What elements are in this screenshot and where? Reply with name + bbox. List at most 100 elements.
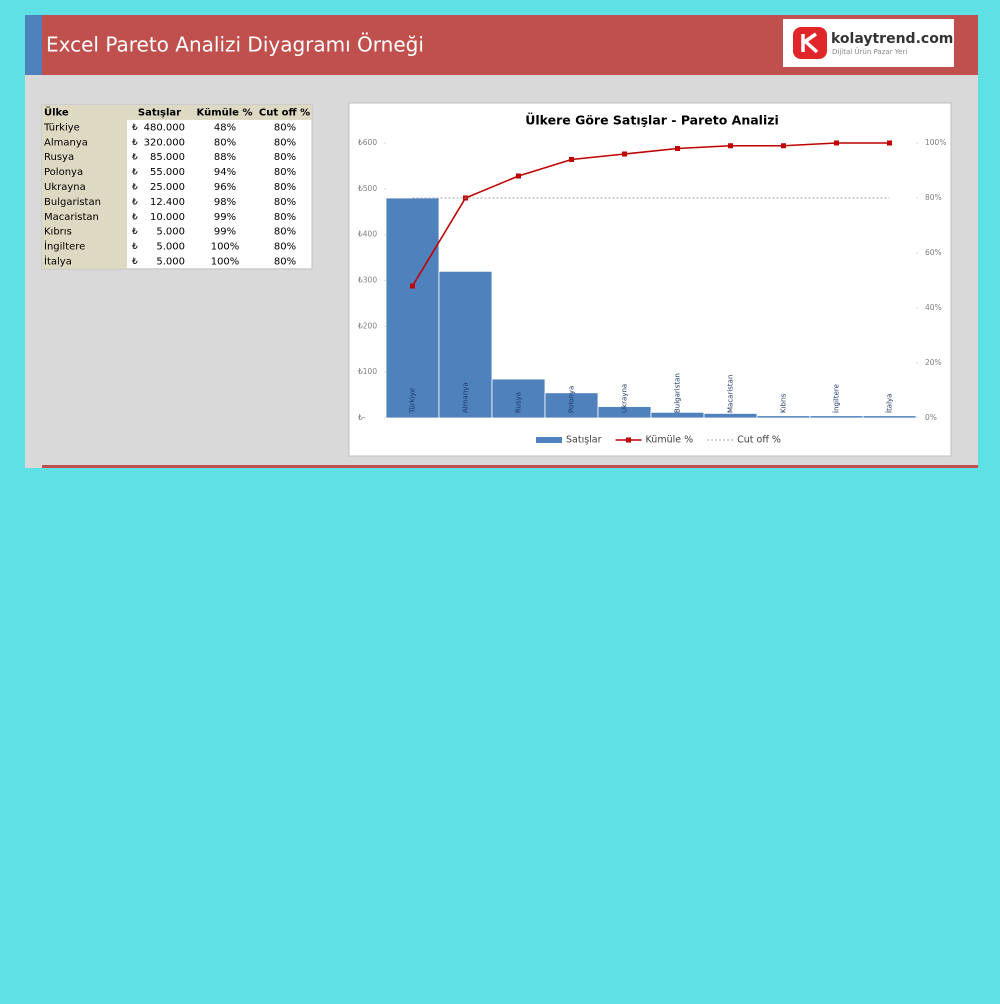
- x-tick-label: Kıbrıs: [780, 393, 788, 413]
- y-tick-label: ₺500: [358, 184, 377, 193]
- table-cell: ₺: [132, 257, 138, 267]
- table-cell: Polonya: [44, 167, 83, 178]
- marker: [410, 283, 415, 289]
- x-tick-label: Türkiye: [409, 388, 417, 414]
- marker: [675, 146, 680, 151]
- header-title: Excel Pareto Analizi Diyagramı Örneği: [46, 33, 424, 57]
- bar: [703, 413, 758, 419]
- table-cell: ₺: [132, 168, 138, 178]
- y-tick-label: ₺100: [358, 367, 377, 376]
- table-cell: 5.000: [156, 227, 185, 238]
- table-cell: 94%: [214, 167, 236, 178]
- table-cell: 12.400: [150, 197, 185, 208]
- table-cell: 80%: [274, 152, 296, 163]
- table-cell: 5.000: [156, 256, 185, 267]
- y2-tick-label: 20%: [925, 358, 942, 367]
- y-tick-label: ₺-: [358, 413, 366, 422]
- table-cell: ₺: [132, 197, 138, 207]
- table-cell: 80%: [214, 137, 236, 148]
- table-cell: 80%: [274, 212, 296, 223]
- table-cell: 80%: [274, 122, 296, 133]
- x-tick-label: Polonya: [568, 386, 576, 413]
- bar: [862, 415, 917, 419]
- table-cell: ₺: [132, 182, 138, 192]
- bar: [809, 415, 864, 419]
- table-cell: 48%: [214, 122, 236, 133]
- table-cell: ₺: [132, 227, 138, 237]
- logo-brand: kolaytrend.com: [831, 31, 953, 47]
- y-tick-label: ₺300: [358, 276, 377, 285]
- table-cell: 99%: [214, 212, 236, 223]
- table-cell: 100%: [211, 242, 240, 253]
- table-cell: ₺: [132, 138, 138, 148]
- table-cell: 80%: [274, 167, 296, 178]
- table-cell: Türkiye: [43, 122, 80, 133]
- marker: [834, 140, 839, 146]
- y2-tick-label: 60%: [925, 248, 942, 257]
- table-header-bg: [42, 105, 312, 120]
- table-cell: 99%: [214, 227, 236, 238]
- table-cell: ₺: [132, 242, 138, 252]
- logo-k: [801, 32, 819, 54]
- marker: [887, 140, 892, 146]
- marker: [516, 173, 521, 179]
- table-first-col: [42, 105, 127, 269]
- table-cell: 96%: [214, 182, 236, 193]
- table-cell: 80%: [274, 227, 296, 238]
- table-cell: 88%: [214, 152, 236, 163]
- x-tick-label: Ukrayna: [621, 384, 629, 413]
- table-cell: Bulgaristan: [44, 197, 101, 208]
- table-cell: 55.000: [150, 167, 185, 178]
- y2-tick-label: 40%: [925, 303, 942, 312]
- table-header-cell: Cut off %: [259, 107, 310, 118]
- plot: ₺- ₺100 ₺200 ₺300 ₺400 ₺500 ₺600 0% 20% 40% 60% 80%…: [358, 138, 946, 446]
- table-cell: 80%: [274, 137, 296, 148]
- table-header-cell: Satışlar: [138, 107, 181, 118]
- marker: [569, 157, 574, 162]
- line: [411, 142, 890, 287]
- logo-icon: [793, 27, 827, 59]
- header-accent: [25, 15, 42, 75]
- marker: [622, 151, 627, 157]
- bar: [544, 392, 599, 419]
- table-cell: 80%: [274, 256, 296, 267]
- legend-marker: [626, 437, 632, 443]
- table-cell: 80%: [274, 182, 296, 193]
- table-cell: İtalya: [44, 254, 72, 267]
- table-cell: 80%: [274, 242, 296, 253]
- table-header-cell: Ülke: [44, 104, 69, 118]
- table: Ülke Satışlar Kümüle % Cut off % Türkiye ₺ 480…: [41, 104, 313, 270]
- table-cell: Rusya: [44, 152, 74, 163]
- bar: [438, 270, 493, 419]
- marker: [728, 143, 733, 149]
- table-cell: 25.000: [150, 182, 185, 193]
- bar: [491, 378, 546, 419]
- y2-tick-label: 100%: [925, 138, 946, 147]
- table-cell: Ukrayna: [44, 182, 86, 193]
- table-cell: Almanya: [44, 137, 88, 148]
- table-cell: 85.000: [150, 152, 185, 163]
- table-cell: 98%: [214, 197, 236, 208]
- x-tick-label: İngiltere: [832, 384, 841, 413]
- legend-label: Kümüle %: [646, 435, 694, 446]
- y2-tick-label: 0%: [925, 413, 937, 422]
- table-cell: 5.000: [156, 242, 185, 253]
- bar: [756, 415, 811, 419]
- chart-title: Ülkere Göre Satışlar - Pareto Analizi: [525, 113, 779, 128]
- legend-swatch: [536, 437, 562, 443]
- table-header-cell: Kümüle %: [197, 107, 253, 118]
- marker: [781, 143, 786, 149]
- x-tick-label: Bulgaristan: [674, 373, 682, 413]
- table-cell: 320.000: [144, 137, 185, 148]
- table-cell: 480.000: [144, 122, 185, 133]
- bottom-line: [42, 465, 978, 468]
- logo-tagline: Dijital Ürün Pazar Yeri: [832, 47, 907, 56]
- x-tick-label: Rusya: [515, 392, 523, 413]
- table-cell: ₺: [132, 123, 138, 133]
- table-cell: ₺: [132, 212, 138, 222]
- table-cell: 100%: [211, 256, 240, 267]
- legend-label: Cut off %: [737, 435, 781, 446]
- table-cell: Kıbrıs: [44, 227, 72, 238]
